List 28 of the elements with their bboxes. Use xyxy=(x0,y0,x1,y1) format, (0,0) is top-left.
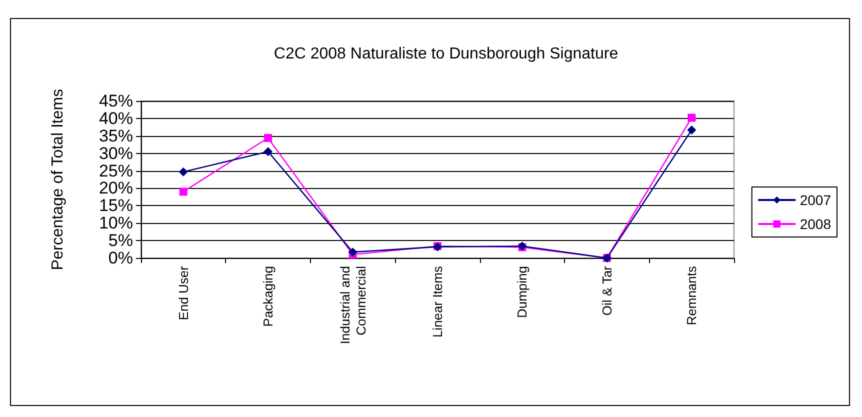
x-tick-label: Industrial and Commercial xyxy=(337,266,368,344)
x-tick-label: End User xyxy=(176,265,191,320)
point xyxy=(687,125,696,134)
point xyxy=(348,248,358,257)
y-tick-label: 10% xyxy=(98,214,133,233)
y-tick-label: 40% xyxy=(98,108,133,128)
x-tick-label: Remnants xyxy=(684,266,700,326)
y-tick-label: 0% xyxy=(108,248,133,268)
x-tick-label: Dumping xyxy=(514,266,530,318)
x-tick-label: Oil & Tar xyxy=(599,265,614,316)
chart-title: C2C 2008 Naturaliste to Dunsborough Signature xyxy=(274,46,618,62)
point xyxy=(179,188,188,196)
y-tick-label: 35% xyxy=(98,126,133,146)
x-tick-label: Linear Items xyxy=(430,266,445,338)
y-tick-label: 25% xyxy=(98,161,133,180)
point xyxy=(178,167,188,176)
y-tick-label: 30% xyxy=(98,144,133,163)
y-tick-label: 15% xyxy=(98,196,133,216)
x-tick-label: Packaging xyxy=(260,266,276,327)
y-tick-label: 45% xyxy=(98,92,133,110)
y-axis-title: Percentage of Total Items xyxy=(50,88,66,270)
legend-label: 2007 xyxy=(800,192,832,208)
point xyxy=(688,114,696,122)
point xyxy=(264,147,273,156)
y-tick-label: 5% xyxy=(108,231,133,250)
legend-label: 2008 xyxy=(800,216,832,232)
y-tick-label: 20% xyxy=(98,178,133,198)
point xyxy=(264,134,272,142)
